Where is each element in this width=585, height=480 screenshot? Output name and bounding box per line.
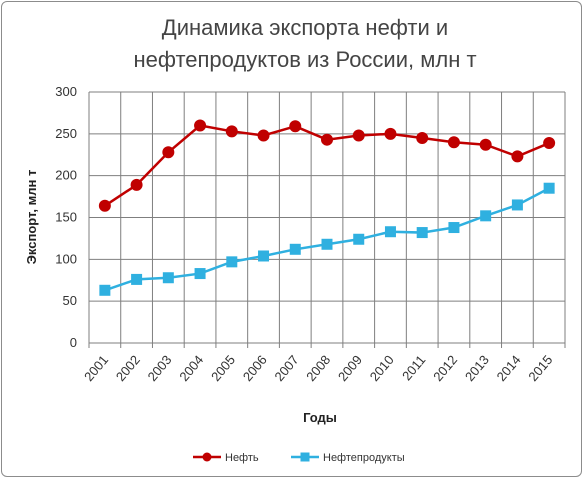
data-point: [480, 210, 492, 222]
data-point: [448, 222, 460, 234]
legend: Нефть Нефтепродукты: [193, 452, 405, 464]
x-tick-label: 2007: [271, 352, 301, 384]
data-point: [289, 243, 301, 255]
x-tick-label: 2001: [81, 352, 111, 384]
x-tick-label: 2008: [303, 352, 333, 384]
data-point: [162, 146, 175, 159]
y-tick-label: 250: [55, 126, 77, 141]
x-tick-label: 2011: [399, 352, 428, 383]
data-point: [225, 125, 238, 138]
legend-label: Нефтепродукты: [323, 452, 405, 464]
x-tick-label: 2012: [430, 352, 460, 384]
y-tick-label: 150: [55, 210, 77, 225]
data-point: [321, 133, 333, 146]
data-point: [258, 250, 270, 262]
data-point: [194, 119, 207, 132]
x-tick-label: 2014: [494, 352, 524, 384]
x-tick-label: 2004: [176, 352, 206, 384]
data-point: [511, 199, 523, 211]
data-point: [479, 138, 492, 151]
data-point: [447, 136, 460, 149]
x-tick-label: 2009: [335, 352, 365, 384]
y-tick-label: 300: [55, 84, 77, 99]
data-point: [353, 233, 365, 245]
y-axis-label: Экспорт, млн т: [24, 170, 39, 265]
x-axis-label: Годы: [303, 410, 337, 425]
x-tick-label: 2010: [367, 352, 397, 384]
y-tick-label: 0: [70, 335, 77, 350]
data-point: [226, 256, 238, 268]
data-point: [321, 238, 333, 250]
data-point: [543, 137, 556, 150]
y-tick-label: 200: [55, 168, 77, 183]
y-axis-ticks: 0 50 100 150 200 250 300: [55, 84, 77, 350]
x-axis-ticks: 2001 2002 2003 2004 2005 2006 2007 2008 2009 2010…: [81, 352, 555, 384]
data-point: [257, 129, 270, 142]
data-point: [543, 182, 555, 194]
series-layer: [98, 119, 556, 296]
x-tick-label: 2006: [240, 352, 270, 384]
x-tick-label: 2002: [113, 352, 143, 384]
data-point: [352, 129, 365, 142]
data-point: [130, 178, 143, 191]
data-point: [511, 150, 524, 163]
data-point: [416, 227, 428, 239]
chart-title-line-1: Динамика экспорта нефти и: [162, 15, 448, 40]
x-tick-label: 2005: [208, 352, 238, 384]
x-tick-label: 2015: [525, 352, 555, 384]
legend-marker: [300, 452, 310, 462]
data-point: [384, 226, 396, 238]
data-point: [162, 272, 174, 284]
data-point: [194, 268, 206, 280]
x-tick-label: 2013: [462, 352, 492, 384]
data-point: [99, 284, 111, 296]
legend-marker: [202, 452, 212, 462]
gridlines: [88, 91, 566, 348]
legend-label: Нефть: [225, 452, 259, 464]
data-point: [384, 127, 397, 140]
y-tick-label: 50: [63, 293, 77, 308]
data-point: [289, 120, 302, 133]
data-point: [131, 273, 143, 285]
data-point: [416, 132, 429, 145]
data-point: [98, 199, 111, 212]
chart-title-line-2: нефтепродуктов из России, млн т: [133, 47, 476, 72]
x-tick-label: 2003: [145, 352, 175, 384]
y-tick-label: 100: [55, 251, 77, 266]
